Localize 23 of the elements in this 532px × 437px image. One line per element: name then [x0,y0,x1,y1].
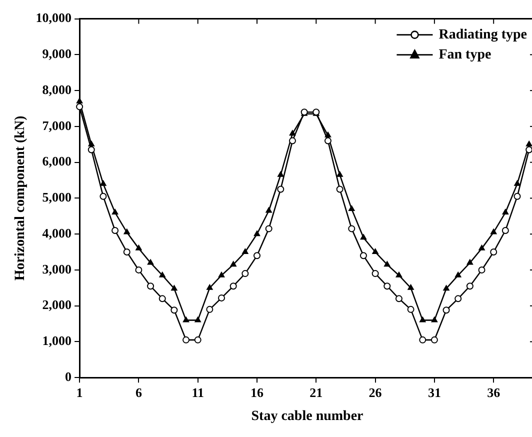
legend-label: Fan type [438,47,492,62]
legend-label: Radiating type [438,27,528,42]
y-tick-label: 7,000 [42,118,72,133]
x-tick-label: 11 [192,384,204,400]
y-tick-label: 0 [65,368,72,384]
x-axis-title: Stay cable number [251,409,364,424]
y-axis-title: Horizontal component (kN) [13,115,28,281]
y-tick-label: 9,000 [42,46,72,62]
x-tick-label: 21 [310,384,323,400]
y-tick-label: 8,000 [42,82,72,97]
x-tick-label: 16 [250,384,264,400]
y-tick-label: 3,000 [42,261,72,276]
y-tick-label: 6,000 [42,154,72,169]
y-tick-label: 1,000 [42,333,72,348]
x-tick-label: 36 [487,384,501,400]
x-tick-label: 1 [76,384,83,400]
y-tick-label: 4,000 [42,225,72,240]
x-tick-label: 31 [428,384,441,400]
x-tick-label: 6 [135,384,142,400]
y-tick-label: 10,000 [36,10,72,26]
y-tick-label: 5,000 [42,190,72,205]
y-tick-label: 2,000 [42,297,72,312]
x-tick-label: 26 [368,384,382,400]
